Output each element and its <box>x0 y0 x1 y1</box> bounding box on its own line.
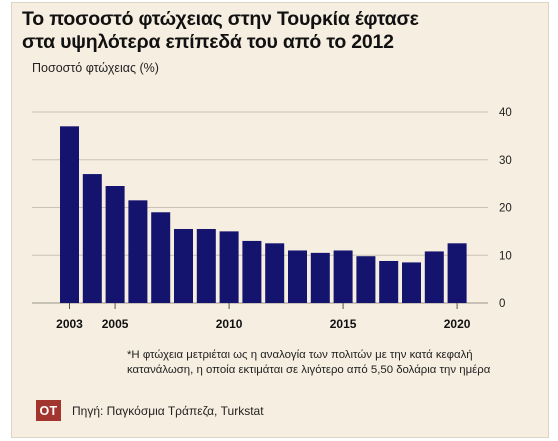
bar-2007 <box>151 212 171 303</box>
bar-2011 <box>242 240 262 303</box>
y-tick-label-10: 10 <box>499 250 512 262</box>
bar-2017 <box>379 260 399 303</box>
x-tick-label-2005: 2005 <box>102 317 129 331</box>
footnote-line-2: κατανάλωση, η οποία εκτιμάται σε λιγότερ… <box>127 364 491 376</box>
bar-2014 <box>310 252 330 303</box>
y-tick-label-30: 30 <box>499 155 512 167</box>
bar-2006 <box>128 200 148 303</box>
footnote-line-1: *Η φτώχεια μετριέται ως η αναλογία των π… <box>127 349 473 361</box>
y-tick-label-40: 40 <box>499 107 512 119</box>
y-tick-label-20: 20 <box>499 203 512 215</box>
x-tick-label-2015: 2015 <box>330 317 357 331</box>
bar-2018 <box>402 262 421 303</box>
bar-2009 <box>196 228 216 303</box>
chart-title: Το ποσοστό φτώχειας στην Τουρκία έφτασε … <box>22 8 542 54</box>
bar-2004 <box>82 174 102 303</box>
bar-2015 <box>333 250 353 303</box>
bar-2003 <box>60 126 79 303</box>
bar-2013 <box>288 250 307 303</box>
title-line-1: Το ποσοστό φτώχειας στην Τουρκία έφτασε <box>22 8 419 30</box>
y-axis-title: Ποσοστό φτώχειας (%) <box>32 61 159 75</box>
bar-2005 <box>105 186 125 303</box>
x-tick-label-2020: 2020 <box>444 317 471 331</box>
bar-2012 <box>265 243 285 303</box>
bar-2010 <box>219 231 239 303</box>
bar-2016 <box>356 256 376 303</box>
bar-2019 <box>424 251 444 303</box>
footnote: *Η φτώχεια μετριέται ως η αναλογία των π… <box>127 348 537 378</box>
bar-2020 <box>447 243 467 303</box>
y-tick-label-0: 0 <box>499 298 505 310</box>
bar-2008 <box>174 228 193 303</box>
ot-logo: OT <box>36 400 61 421</box>
x-tick-label-2010: 2010 <box>216 317 243 331</box>
title-line-2: στα υψηλότερα επίπεδά του από το 2012 <box>22 31 394 53</box>
source-text: Πηγή: Παγκόσμια Τράπεζα, Turkstat <box>72 404 264 418</box>
x-tick-label-2003: 2003 <box>56 317 83 331</box>
